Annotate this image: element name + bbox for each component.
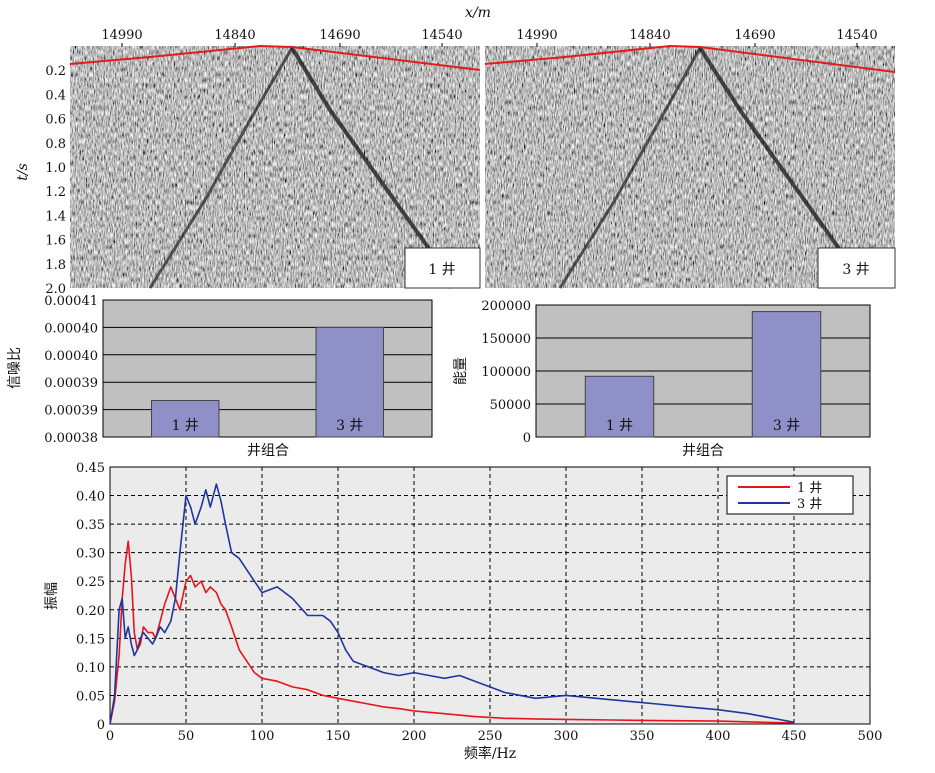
legend-label-1: 1 井 (797, 481, 822, 496)
bar (151, 399, 220, 438)
seismic-x-axis-label: x/m (465, 5, 491, 21)
spectrum-line-chart: 0 50 100 150 200 250 300 350 400 450 500 0 0.05 0.10… (44, 461, 882, 762)
seismic-panel-2-label: 3 井 (842, 262, 869, 278)
seismic-x-tick-label: 14840 (629, 28, 670, 43)
spectrum-x-axis-label: 频率/Hz (464, 745, 516, 762)
energy-y-axis-label: 能量 (453, 357, 469, 385)
bar-y-tick-label: 0 (523, 431, 531, 446)
seismic-x-tick-label: 14540 (836, 28, 877, 43)
snr-x-axis-label: 井组合 (247, 443, 289, 459)
seismic-x-tick-label: 14990 (516, 28, 557, 43)
spectrum-x-tick-label: 150 (326, 729, 351, 744)
spectrum-x-tick-label: 400 (706, 729, 731, 744)
bar-y-tick-label: 200000 (481, 299, 531, 314)
spectrum-x-tick-label: 500 (858, 729, 883, 744)
bar-category-label: 3 井 (773, 418, 800, 434)
bar-y-tick-label: 0.00041 (44, 294, 98, 309)
spectrum-x-tick-label: 250 (478, 729, 503, 744)
seismic-x-tick-label: 14840 (214, 28, 255, 43)
bar-y-tick-label: 50000 (490, 398, 531, 413)
seismic-panel-2-label-box (817, 247, 896, 289)
snr-bar-chart: 1 井 3 井 0.00041 0.00040 0.00040 0.00039 0.000… (7, 294, 433, 459)
spectrum-x-tick-label: 200 (402, 729, 427, 744)
seismic-x-tick-label: 14690 (734, 28, 775, 43)
seismic-panel-1-label: 1 井 (428, 262, 455, 278)
spectrum-x-tick-label: 50 (178, 729, 195, 744)
bar-y-tick-label: 100000 (481, 365, 531, 380)
seismic-panel-2: 3 井 (484, 44, 896, 289)
bar-y-tick-label: 0.00040 (44, 321, 98, 336)
spectrum-x-tick-label: 350 (630, 729, 655, 744)
spectrum-y-axis-label: 振幅 (44, 582, 60, 610)
snr-y-axis-label: 信噪比 (7, 347, 23, 389)
spectrum-y-tick-label: 0.15 (76, 632, 105, 647)
seismic-x-tick-label: 14690 (319, 28, 360, 43)
bar (315, 326, 384, 438)
bar-category-label: 1 井 (172, 418, 199, 434)
bar (584, 375, 655, 438)
seismic-y-tick-label: 0.8 (45, 137, 66, 152)
spectrum-y-tick-label: 0.20 (76, 604, 105, 619)
spectrum-y-tick-label: 0 (97, 718, 105, 733)
seismic-y-tick-label: 0.2 (45, 64, 66, 79)
spectrum-legend: 1 井 3 井 (726, 475, 854, 515)
bar (751, 311, 822, 438)
seismic-x-ticks: 14990 14840 14690 14540 14990 14840 14690 14540 (101, 28, 878, 47)
seismic-panel-1: 1 井 (69, 44, 481, 289)
spectrum-y-tick-label: 0.10 (76, 661, 105, 676)
seismic-x-tick-label: 14990 (101, 28, 142, 43)
spectrum-y-tick-label: 0.45 (76, 461, 105, 476)
seismic-panel-1-label-box (404, 247, 481, 289)
spectrum-x-tick-label: 0 (106, 729, 114, 744)
bar-y-tick-label: 0.00039 (44, 376, 98, 391)
bar-y-tick-label: 0.00040 (44, 349, 98, 364)
seismic-y-tick-label: 0.6 (45, 113, 66, 128)
spectrum-x-tick-label: 100 (250, 729, 275, 744)
seismic-y-tick-label: 1.2 (45, 185, 66, 200)
seismic-x-tick-label: 14540 (421, 28, 462, 43)
seismic-panel-2-first-break (484, 44, 896, 73)
spectrum-x-tick-label: 300 (554, 729, 579, 744)
bar-category-label: 1 井 (606, 418, 633, 434)
seismic-y-tick-label: 0.4 (45, 88, 66, 103)
bar-y-tick-label: 0.00038 (44, 431, 98, 446)
seismic-panel-1-first-break (69, 44, 481, 71)
spectrum-y-tick-label: 0.30 (76, 547, 105, 562)
spectrum-y-tick-label: 0.35 (76, 518, 105, 533)
spectrum-series-1 (109, 540, 795, 725)
seismic-panel-1-event-left (148, 47, 294, 289)
seismic-y-axis-label: t/s (15, 163, 31, 181)
seismic-y-tick-label: 1.0 (45, 161, 66, 176)
seismic-section-chart: x/m t/s 1 井 3 井 14990 14840 14690 14540 1499… (15, 5, 896, 297)
seismic-y-tick-label: 2.0 (45, 282, 66, 297)
spectrum-x-tick-label: 450 (782, 729, 807, 744)
spectrum-y-tick-label: 0.25 (76, 575, 105, 590)
bar-y-tick-label: 0.00039 (44, 404, 98, 419)
seismic-panel-2-event-left (558, 47, 702, 289)
seismic-y-tick-label: 1.8 (45, 258, 66, 273)
legend-label-3: 3 井 (797, 497, 822, 512)
energy-x-axis-label: 井组合 (682, 443, 724, 459)
spectrum-y-tick-label: 0.40 (76, 490, 105, 505)
energy-bar-chart: 1 井 3 井 200000 150000 100000 50000 0 井组合 能量 (453, 299, 871, 459)
seismic-y-tick-label: 1.6 (45, 234, 66, 249)
spectrum-y-tick-label: 0.05 (76, 689, 105, 704)
bar-y-tick-label: 150000 (481, 332, 531, 347)
spectrum-series-2 (109, 483, 795, 725)
seismic-y-ticks: 0.2 0.4 0.6 0.8 1.0 1.2 1.4 1.6 1.8 2.0 (45, 64, 66, 297)
seismic-y-tick-label: 1.4 (45, 209, 66, 224)
bar-category-label: 3 井 (336, 418, 363, 434)
